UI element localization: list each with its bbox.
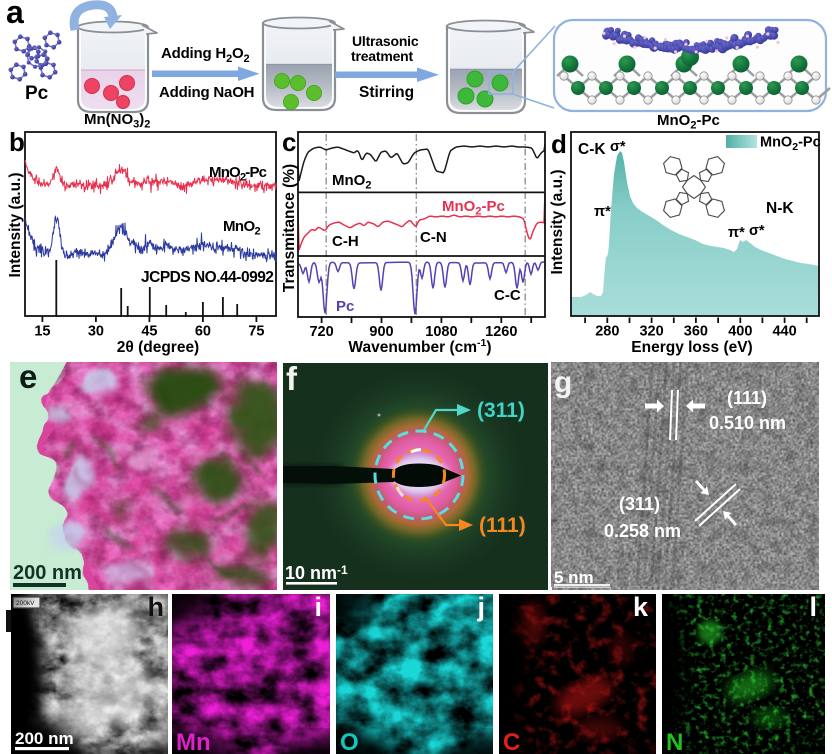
svg-text:Wavenumber (cm-1): Wavenumber (cm-1): [348, 337, 491, 356]
svg-text:MnO2-Pc: MnO2-Pc: [760, 135, 821, 154]
svg-text:400: 400: [728, 324, 752, 340]
svg-text:Energy loss (eV): Energy loss (eV): [631, 339, 752, 356]
svg-text:0.258 nm: 0.258 nm: [604, 521, 681, 541]
svg-text:320: 320: [639, 324, 663, 340]
svg-text:C-K: C-K: [578, 141, 606, 158]
svg-text:30: 30: [88, 324, 104, 340]
svg-text:O: O: [340, 729, 359, 754]
svg-text:720: 720: [309, 324, 333, 340]
svg-text:Intensity (a.u.): Intensity (a.u.): [549, 169, 566, 274]
svg-text:MnO2: MnO2: [332, 172, 371, 192]
svg-text:N: N: [666, 729, 683, 754]
svg-text:75: 75: [248, 324, 264, 340]
svg-text:Pc: Pc: [25, 83, 49, 104]
svg-text:MnO2-Pc: MnO2-Pc: [657, 112, 720, 130]
svg-text:treatment: treatment: [351, 48, 414, 64]
svg-text:Adding NaOH: Adding NaOH: [159, 84, 254, 101]
svg-text:1260: 1260: [485, 324, 517, 340]
svg-text:2θ (degree): 2θ (degree): [117, 339, 199, 356]
svg-text:360: 360: [684, 324, 708, 340]
svg-text:Mn: Mn: [176, 729, 211, 754]
svg-text:Transmitance (%): Transmitance (%): [281, 164, 298, 292]
svg-text:5 nm: 5 nm: [554, 568, 594, 587]
svg-text:l: l: [809, 594, 817, 622]
svg-text:π*: π*: [728, 225, 745, 241]
svg-text:0.510 nm: 0.510 nm: [709, 413, 786, 433]
svg-text:e: e: [19, 362, 37, 395]
svg-text:Intensity (a.u.): Intensity (a.u.): [7, 172, 24, 277]
svg-text:200 nm: 200 nm: [15, 729, 74, 748]
svg-text:(111): (111): [727, 388, 767, 408]
svg-text:45: 45: [141, 324, 157, 340]
svg-text:f: f: [286, 363, 298, 397]
svg-text:MnO2-Pc: MnO2-Pc: [442, 198, 505, 218]
svg-text:N-K: N-K: [766, 200, 794, 217]
svg-text:σ*: σ*: [610, 139, 626, 155]
svg-text:MnO2-Pc: MnO2-Pc: [209, 164, 267, 184]
svg-text:60: 60: [195, 324, 211, 340]
svg-text:10 nm-1: 10 nm-1: [285, 563, 348, 583]
svg-text:C-N: C-N: [420, 229, 447, 246]
svg-text:200 nm: 200 nm: [13, 562, 82, 584]
svg-text:15: 15: [34, 324, 50, 340]
svg-text:j: j: [476, 594, 485, 622]
svg-text:(111): (111): [479, 514, 526, 537]
svg-text:(311): (311): [619, 494, 660, 514]
svg-text:MnO2: MnO2: [223, 218, 261, 238]
svg-text:900: 900: [369, 324, 393, 340]
svg-text:Stirring: Stirring: [359, 84, 414, 101]
svg-text:440: 440: [772, 324, 796, 340]
svg-text:h: h: [148, 594, 165, 622]
svg-text:1080: 1080: [425, 324, 457, 340]
svg-text:Pc: Pc: [336, 298, 354, 315]
svg-text:g: g: [554, 366, 572, 399]
svg-text:280: 280: [595, 324, 619, 340]
svg-text:C-H: C-H: [332, 233, 359, 250]
svg-text:Adding H2O2: Adding H2O2: [161, 45, 249, 65]
svg-text:i: i: [314, 594, 322, 622]
svg-text:a: a: [6, 0, 24, 30]
svg-text:(311): (311): [477, 399, 525, 422]
svg-text:JCPDS NO.44-0992: JCPDS NO.44-0992: [141, 269, 273, 286]
svg-text:C-C: C-C: [494, 287, 521, 304]
svg-text:k: k: [633, 594, 649, 622]
svg-text:Ultrasonic: Ultrasonic: [352, 33, 419, 49]
svg-text:π*: π*: [594, 204, 611, 220]
svg-text:σ*: σ*: [749, 223, 765, 239]
svg-text:C: C: [503, 729, 520, 754]
